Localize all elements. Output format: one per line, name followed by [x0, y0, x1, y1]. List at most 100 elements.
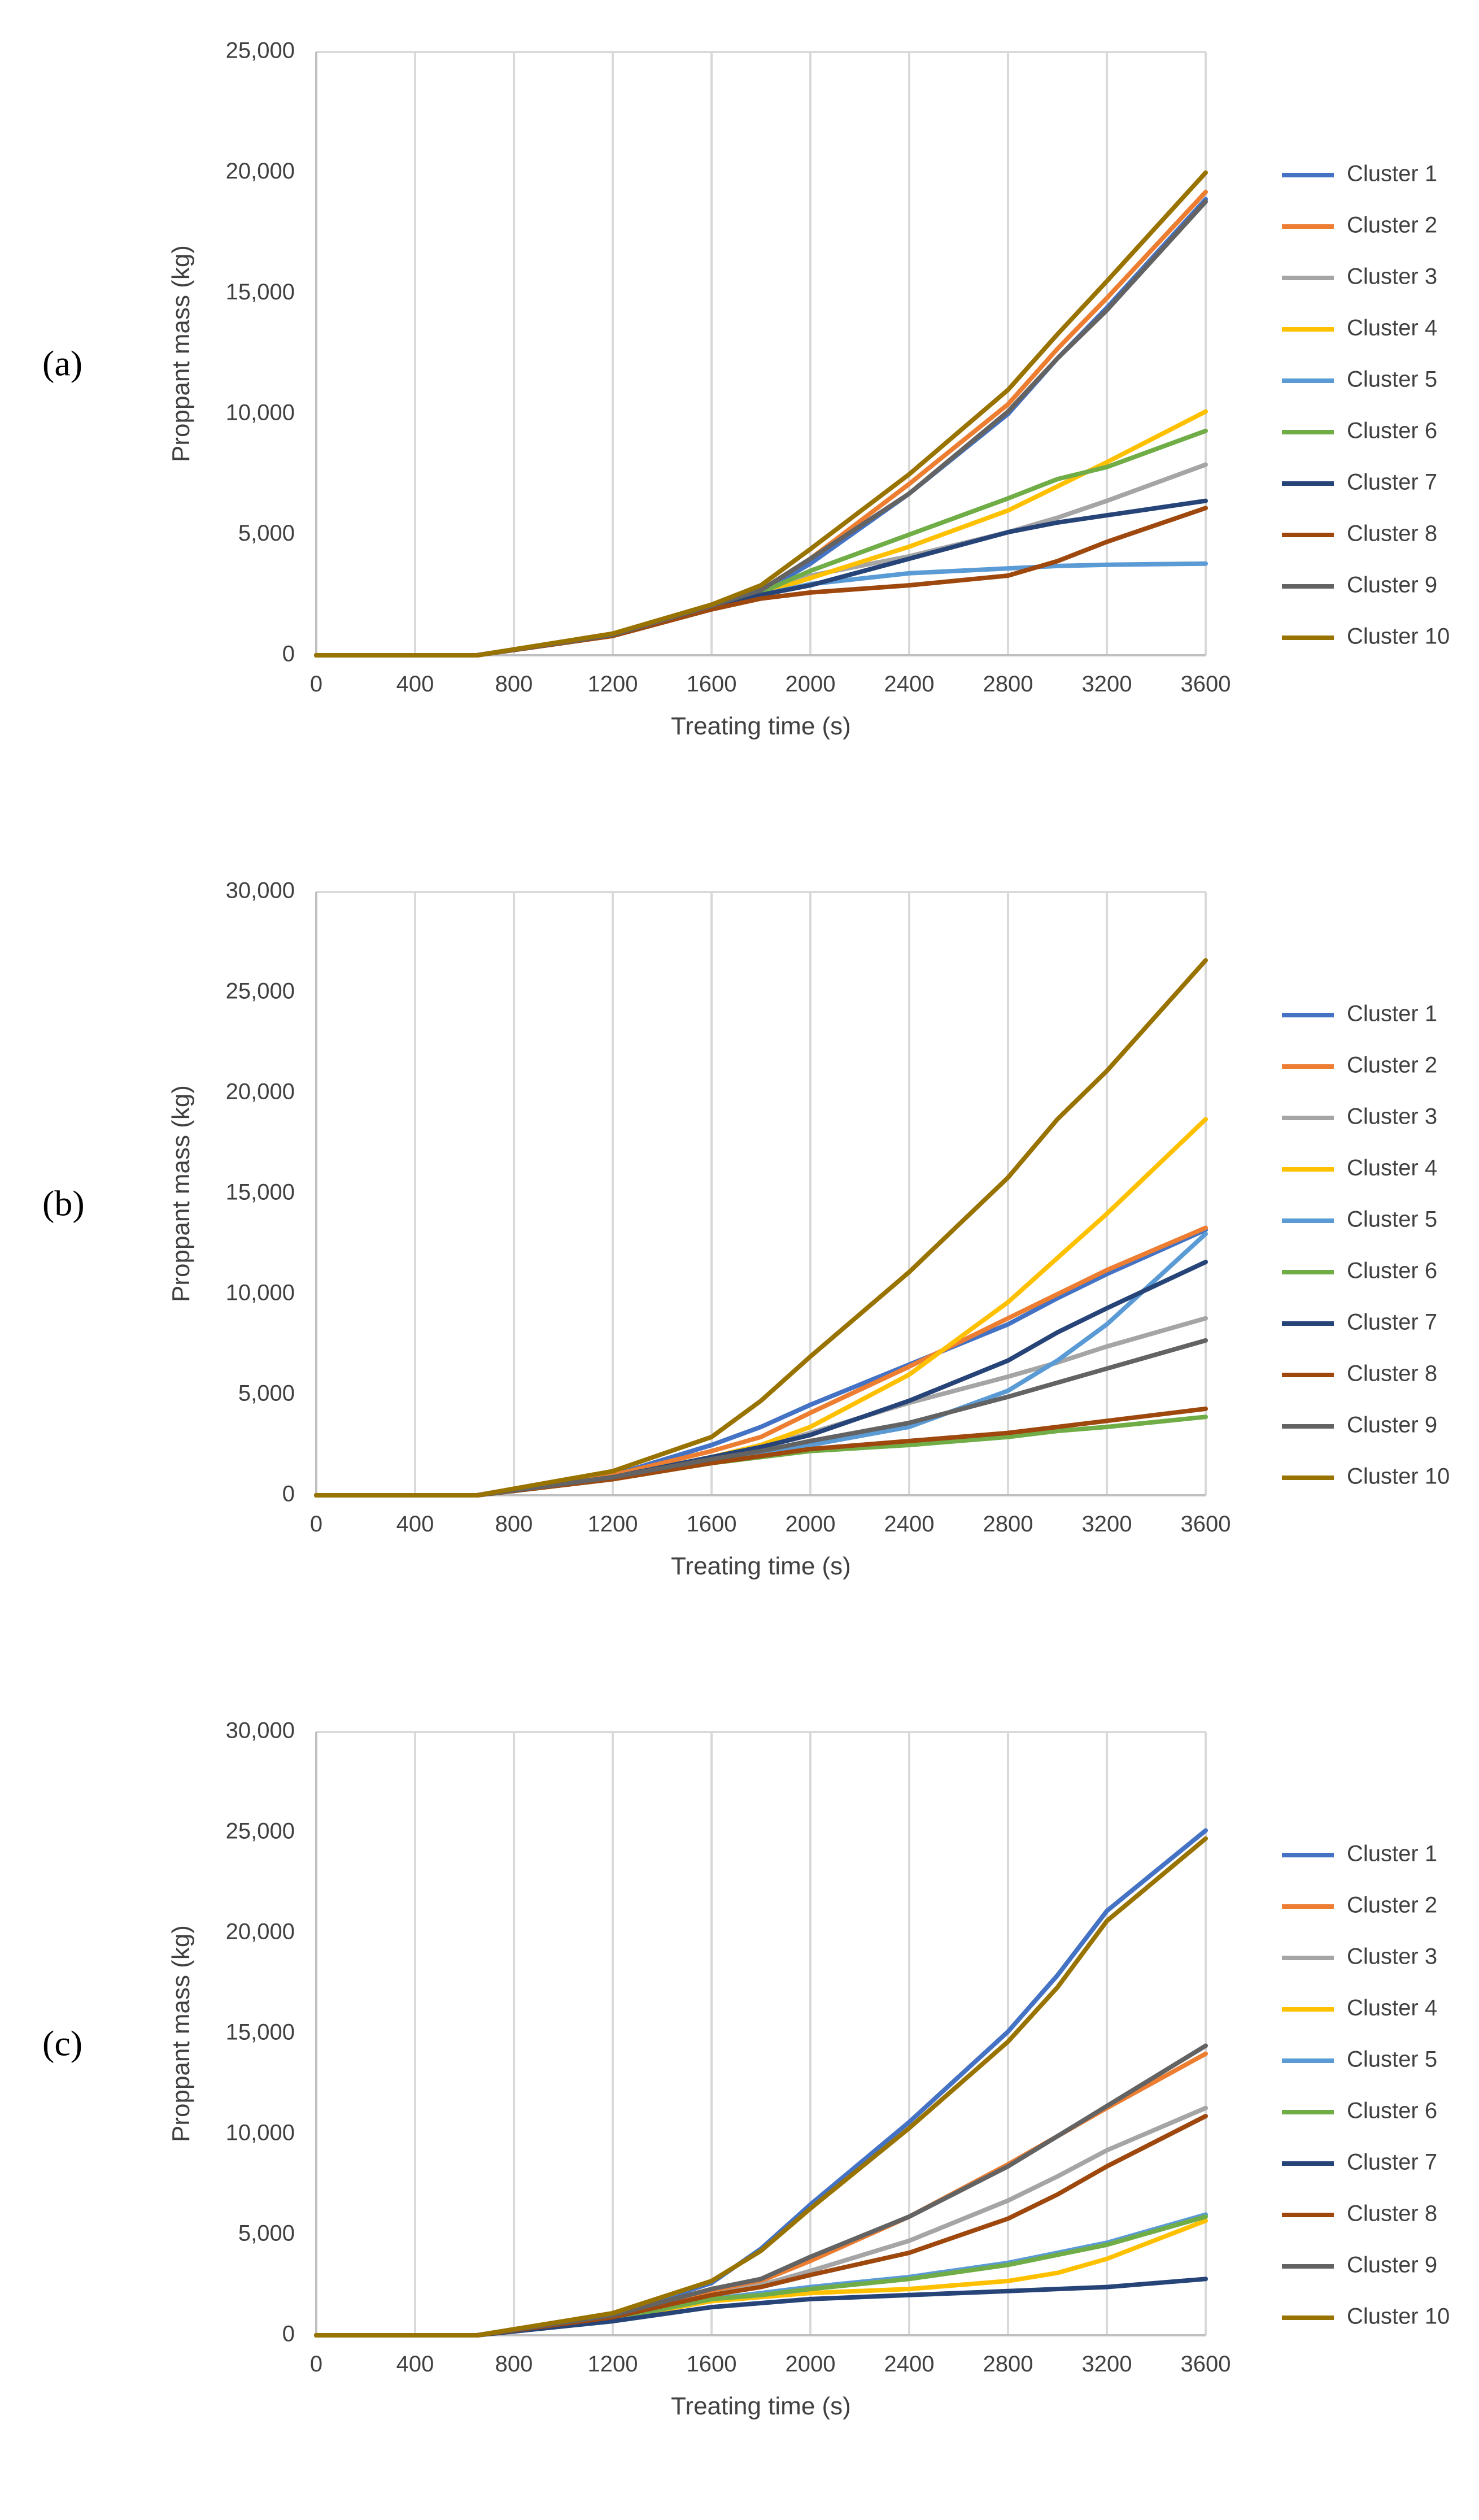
x-tick-label-a: 1200 — [588, 672, 638, 697]
x-tick-label-c: 0 — [310, 2352, 322, 2377]
legend-label-cluster-2-a: Cluster 2 — [1347, 213, 1437, 238]
y-tick-label-a: 5,000 — [238, 521, 295, 546]
series-line-cluster-5-a — [314, 561, 1208, 658]
x-axis-title-a: Treating time (s) — [671, 712, 851, 740]
x-tick-label-a: 3200 — [1082, 672, 1132, 697]
x-tick-label-c: 800 — [495, 2352, 533, 2377]
panel-label-a: (a) — [42, 343, 82, 384]
series-lines-b — [314, 958, 1208, 1498]
y-tick-labels-a: 0 5,000 10,000 15,000 20,000 25,000 — [226, 38, 295, 667]
chart-panel-c: (c) 0 5,000 10,000 15,000 20,000 25,000 30,000 0… — [0, 1680, 1479, 2520]
x-tick-label-c: 2400 — [884, 2352, 935, 2377]
y-tick-label-b: 5,000 — [238, 1381, 295, 1406]
x-tick-label-a: 2000 — [786, 672, 836, 697]
legend-label-cluster-3-b: Cluster 3 — [1347, 1104, 1437, 1129]
series-line-cluster-9-b — [314, 1338, 1208, 1498]
gridlines-c — [315, 1731, 1207, 2335]
legend-label-cluster-9-b: Cluster 9 — [1347, 1413, 1437, 1438]
y-axis-title-a: Proppant mass (kg) — [167, 245, 195, 462]
x-tick-label-b: 400 — [396, 1512, 434, 1537]
series-line-cluster-5-c — [314, 2212, 1208, 2338]
legend-label-cluster-5-a: Cluster 5 — [1347, 367, 1437, 392]
series-line-cluster-1-c — [314, 1828, 1208, 2338]
y-tick-label-c: 30,000 — [226, 1718, 295, 1743]
x-tick-label-a: 3600 — [1181, 672, 1231, 697]
legend-label-cluster-3-c: Cluster 3 — [1347, 1944, 1437, 1969]
panel-label-c: (c) — [42, 2023, 82, 2064]
x-tick-label-c: 1200 — [588, 2352, 638, 2377]
x-tick-label-b: 2000 — [786, 1512, 836, 1537]
legend-label-cluster-10-c: Cluster 10 — [1347, 2304, 1450, 2329]
x-axis-title-c: Treating time (s) — [671, 2392, 851, 2420]
y-tick-label-a: 0 — [282, 642, 295, 667]
y-tick-label-a: 15,000 — [226, 280, 295, 304]
series-line-cluster-6-c — [314, 2214, 1208, 2338]
y-axis-title-c: Proppant mass (kg) — [167, 1925, 195, 2142]
legend-label-cluster-9-a: Cluster 9 — [1347, 573, 1437, 598]
legend-label-cluster-4-b: Cluster 4 — [1347, 1156, 1437, 1181]
x-tick-label-a: 800 — [495, 672, 533, 697]
y-axis-title-b: Proppant mass (kg) — [167, 1085, 195, 1302]
legend-label-cluster-8-b: Cluster 8 — [1347, 1361, 1437, 1386]
legend-label-cluster-5-b: Cluster 5 — [1347, 1207, 1437, 1232]
x-tick-label-c: 3200 — [1082, 2352, 1132, 2377]
legend-a: Cluster 1 Cluster 2 Cluster 3 Cluster 4 Clus… — [1282, 162, 1450, 649]
legend-label-cluster-10-a: Cluster 10 — [1347, 624, 1450, 649]
series-line-cluster-10-a — [314, 170, 1208, 658]
x-tick-label-b: 0 — [310, 1512, 322, 1537]
legend-label-cluster-1-b: Cluster 1 — [1347, 1002, 1437, 1026]
x-tick-label-a: 2800 — [983, 672, 1033, 697]
x-tick-label-b: 3200 — [1082, 1512, 1132, 1537]
x-tick-labels-c: 0 400 800 1200 1600 2000 2400 2800 3200 3600 — [310, 2352, 1231, 2377]
series-line-cluster-7-a — [314, 498, 1208, 658]
y-tick-label-c: 10,000 — [226, 2121, 295, 2145]
series-lines-c — [314, 1828, 1208, 2338]
legend-label-cluster-8-c: Cluster 8 — [1347, 2201, 1437, 2226]
y-tick-label-a: 10,000 — [226, 400, 295, 425]
legend-label-cluster-8-a: Cluster 8 — [1347, 521, 1437, 546]
chart-svg-b: (b)05,00010,00015,00020,00025,00030,0000… — [42, 878, 1450, 1580]
y-tick-label-a: 25,000 — [226, 38, 295, 63]
legend-label-cluster-5-c: Cluster 5 — [1347, 2047, 1437, 2072]
x-tick-labels-a: 0 400 800 1200 1600 2000 2400 2800 3200 3600 — [310, 672, 1231, 697]
legend-label-cluster-6-c: Cluster 6 — [1347, 2099, 1437, 2123]
x-tick-label-b: 1200 — [588, 1512, 638, 1537]
x-tick-label-c: 3600 — [1181, 2352, 1231, 2377]
legend-label-cluster-10-b: Cluster 10 — [1347, 1464, 1450, 1489]
y-tick-labels-c: 0 5,000 10,000 15,000 20,000 25,000 30,000 — [226, 1718, 295, 2347]
y-tick-label-b: 10,000 — [226, 1281, 295, 1305]
legend-label-cluster-7-c: Cluster 7 — [1347, 2150, 1437, 2175]
x-tick-label-c: 400 — [396, 2352, 434, 2377]
x-tick-label-b: 2800 — [983, 1512, 1033, 1537]
legend-label-cluster-6-a: Cluster 6 — [1347, 419, 1437, 443]
chart-panel-b: (b) 0 5,000 10,000 15,000 20,000 25,000 30,000 0… — [0, 840, 1479, 1680]
x-tick-label-b: 1600 — [687, 1512, 737, 1537]
x-tick-label-c: 2800 — [983, 2352, 1033, 2377]
series-line-cluster-3-a — [314, 462, 1208, 658]
series-line-cluster-4-a — [314, 409, 1208, 658]
x-tick-label-a: 0 — [310, 672, 322, 697]
x-tick-label-a: 1600 — [687, 672, 737, 697]
series-line-cluster-8-a — [314, 506, 1208, 658]
y-tick-label-b: 0 — [282, 1482, 295, 1507]
legend-label-cluster-2-b: Cluster 2 — [1347, 1053, 1437, 1078]
legend-label-cluster-6-b: Cluster 6 — [1347, 1259, 1437, 1283]
legend-c: Cluster 1 Cluster 2 Cluster 3 Cluster 4 Clus… — [1282, 1842, 1450, 2329]
x-tick-labels-b: 0 400 800 1200 1600 2000 2400 2800 3200 3600 — [310, 1512, 1231, 1537]
x-tick-label-a: 400 — [396, 672, 434, 697]
y-tick-label-c: 15,000 — [226, 2020, 295, 2045]
y-tick-label-c: 25,000 — [226, 1819, 295, 1844]
y-tick-label-b: 20,000 — [226, 1080, 295, 1104]
chart-svg-c: (c)05,00010,00015,00020,00025,00030,0000… — [42, 1718, 1450, 2420]
gridlines-a — [315, 51, 1207, 655]
panel-label-b: (b) — [42, 1183, 85, 1224]
series-line-cluster-10-b — [314, 958, 1208, 1498]
legend-label-cluster-1-c: Cluster 1 — [1347, 1842, 1437, 1866]
y-tick-labels-b: 0 5,000 10,000 15,000 20,000 25,000 30,000 — [226, 878, 295, 1507]
legend-label-cluster-7-a: Cluster 7 — [1347, 470, 1437, 495]
x-tick-label-a: 2400 — [884, 672, 935, 697]
legend-label-cluster-4-c: Cluster 4 — [1347, 1996, 1437, 2021]
gridlines-b — [315, 891, 1207, 1495]
y-tick-label-a: 20,000 — [226, 159, 295, 184]
y-tick-label-b: 30,000 — [226, 878, 295, 903]
